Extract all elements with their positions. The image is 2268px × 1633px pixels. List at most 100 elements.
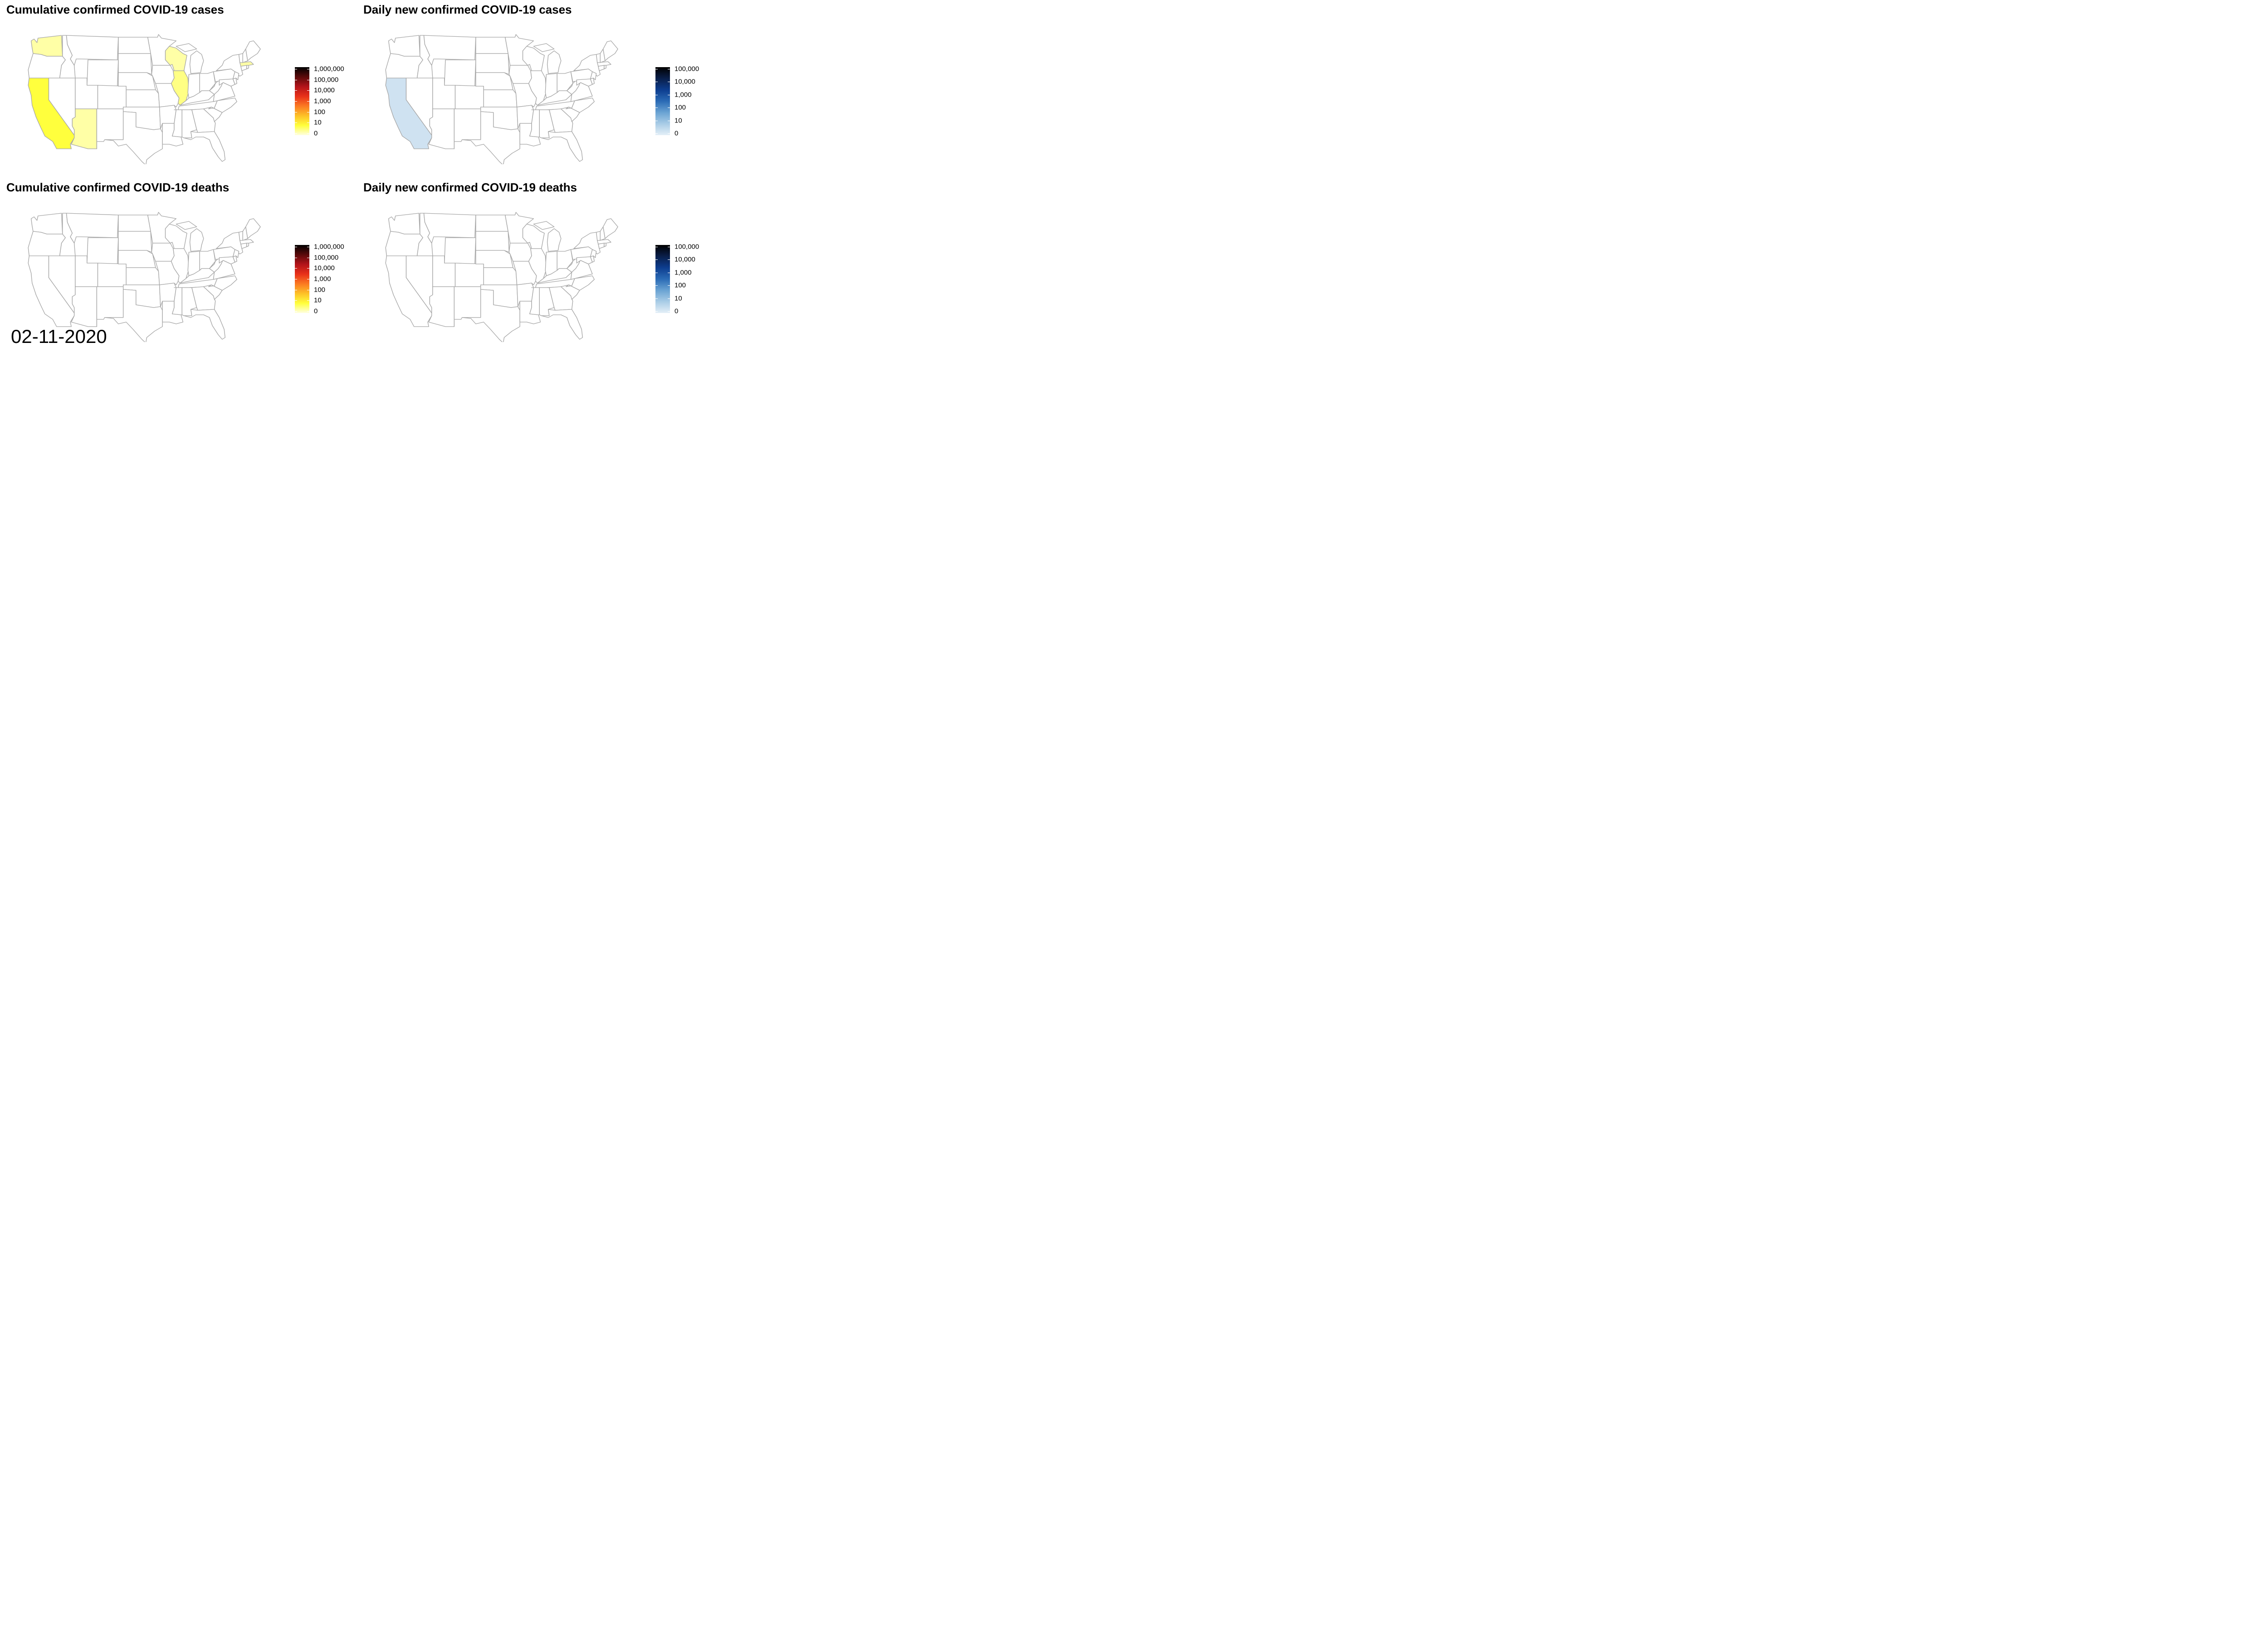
state-north-carolina — [208, 98, 237, 113]
legend-tick-mark — [295, 133, 297, 134]
state-texas — [461, 289, 520, 342]
state-illinois — [171, 70, 190, 106]
color-legend: 100,000 10,000 1,000 100 10 0 — [655, 65, 703, 140]
state-massachusetts — [597, 239, 611, 244]
legend-tick-label: 1,000 — [314, 275, 331, 283]
legend-tick-mark — [307, 101, 309, 102]
legend-color-bar — [295, 245, 309, 313]
legend-tick-mark — [295, 122, 297, 123]
state-north-carolina — [565, 275, 595, 291]
legend-tick-label: 100 — [314, 108, 326, 116]
state-iowa — [508, 243, 532, 262]
legend-tick-label: 0 — [675, 129, 679, 137]
state-illinois — [528, 70, 547, 106]
legend-tick-mark — [655, 298, 658, 299]
state-new-jersey — [232, 249, 240, 258]
color-legend: 1,000,000 100,000 10,000 1,000 100 10 0 — [295, 65, 358, 140]
state-washington — [30, 213, 63, 235]
legend-color-bar — [655, 67, 670, 135]
state-arizona — [71, 108, 98, 149]
state-north-carolina — [208, 275, 237, 291]
state-illinois — [528, 248, 547, 284]
panel-title: Cumulative confirmed COVID-19 deaths — [6, 181, 230, 194]
state-vermont — [238, 231, 243, 241]
state-florida — [541, 309, 583, 340]
state-colorado — [97, 85, 127, 109]
state-texas — [104, 111, 163, 164]
legend-tick-mark — [307, 90, 309, 91]
state-michigan — [176, 221, 204, 252]
legend-tick-mark — [295, 90, 297, 91]
legend-tick-mark — [655, 133, 658, 134]
state-south-dakota — [118, 53, 152, 75]
legend-tick-label: 100 — [314, 286, 326, 294]
legend-tick-label: 10,000 — [675, 255, 695, 264]
state-kentucky — [180, 90, 215, 106]
state-kentucky — [537, 90, 572, 106]
legend-tick-mark — [655, 285, 658, 286]
panel-title: Daily new confirmed COVID-19 cases — [363, 3, 572, 16]
state-washington — [388, 35, 420, 57]
state-montana — [423, 213, 476, 244]
state-kentucky — [180, 268, 215, 284]
state-texas — [104, 289, 163, 342]
state-maine — [602, 40, 618, 61]
state-maine — [245, 218, 261, 239]
state-kentucky — [537, 268, 572, 284]
legend-tick-label: 10 — [675, 294, 682, 303]
state-massachusetts — [240, 239, 254, 244]
state-iowa — [151, 65, 175, 84]
state-arizona — [428, 286, 455, 327]
legend-tick-label: 1,000 — [675, 269, 692, 277]
legend-tick-mark — [295, 268, 297, 269]
legend-tick-label: 0 — [675, 307, 679, 315]
state-rhode-island — [604, 243, 606, 247]
state-rhode-island — [246, 65, 249, 69]
legend-tick-mark — [668, 298, 670, 299]
legend-tick-label: 1,000,000 — [314, 65, 344, 73]
legend-tick-mark — [307, 300, 309, 301]
state-iowa — [508, 65, 532, 84]
legend-tick-mark — [668, 259, 670, 260]
legend-tick-mark — [295, 311, 297, 312]
state-maine — [245, 40, 261, 61]
date-label: 02-11-2020 — [11, 326, 107, 347]
legend-tick-mark — [668, 133, 670, 134]
state-washington — [388, 213, 420, 235]
legend-tick-mark — [655, 259, 658, 260]
state-wyoming — [444, 237, 476, 264]
color-legend: 1,000,000 100,000 10,000 1,000 100 10 0 — [295, 243, 358, 318]
us-state-map — [28, 212, 261, 342]
legend-tick-label: 1,000 — [675, 91, 692, 99]
color-legend: 100,000 10,000 1,000 100 10 0 — [655, 243, 703, 318]
legend-tick-label: 1,000 — [314, 97, 331, 105]
legend-tick-mark — [307, 122, 309, 123]
legend-tick-mark — [307, 311, 309, 312]
state-arizona — [428, 108, 455, 149]
state-montana — [66, 213, 119, 244]
legend-tick-label: 10,000 — [314, 264, 335, 272]
legend-tick-label: 0 — [314, 129, 318, 137]
state-washington — [30, 35, 63, 57]
state-illinois — [171, 248, 190, 284]
state-michigan — [533, 43, 562, 74]
state-south-dakota — [118, 231, 152, 253]
state-colorado — [455, 85, 484, 109]
state-north-dakota — [475, 215, 508, 232]
state-maine — [602, 218, 618, 239]
us-state-map — [28, 34, 261, 164]
legend-tick-label: 10,000 — [314, 86, 335, 94]
legend-tick-label: 100,000 — [675, 65, 699, 73]
state-rhode-island — [246, 243, 249, 247]
state-iowa — [151, 243, 175, 262]
state-north-carolina — [565, 98, 595, 113]
legend-tick-mark — [668, 311, 670, 312]
state-florida — [183, 309, 226, 340]
state-florida — [183, 131, 226, 162]
state-new-jersey — [590, 71, 597, 80]
legend-tick-label: 100 — [675, 103, 686, 112]
state-florida — [541, 131, 583, 162]
state-montana — [423, 35, 476, 66]
state-kansas — [126, 89, 160, 108]
state-rhode-island — [604, 65, 606, 69]
